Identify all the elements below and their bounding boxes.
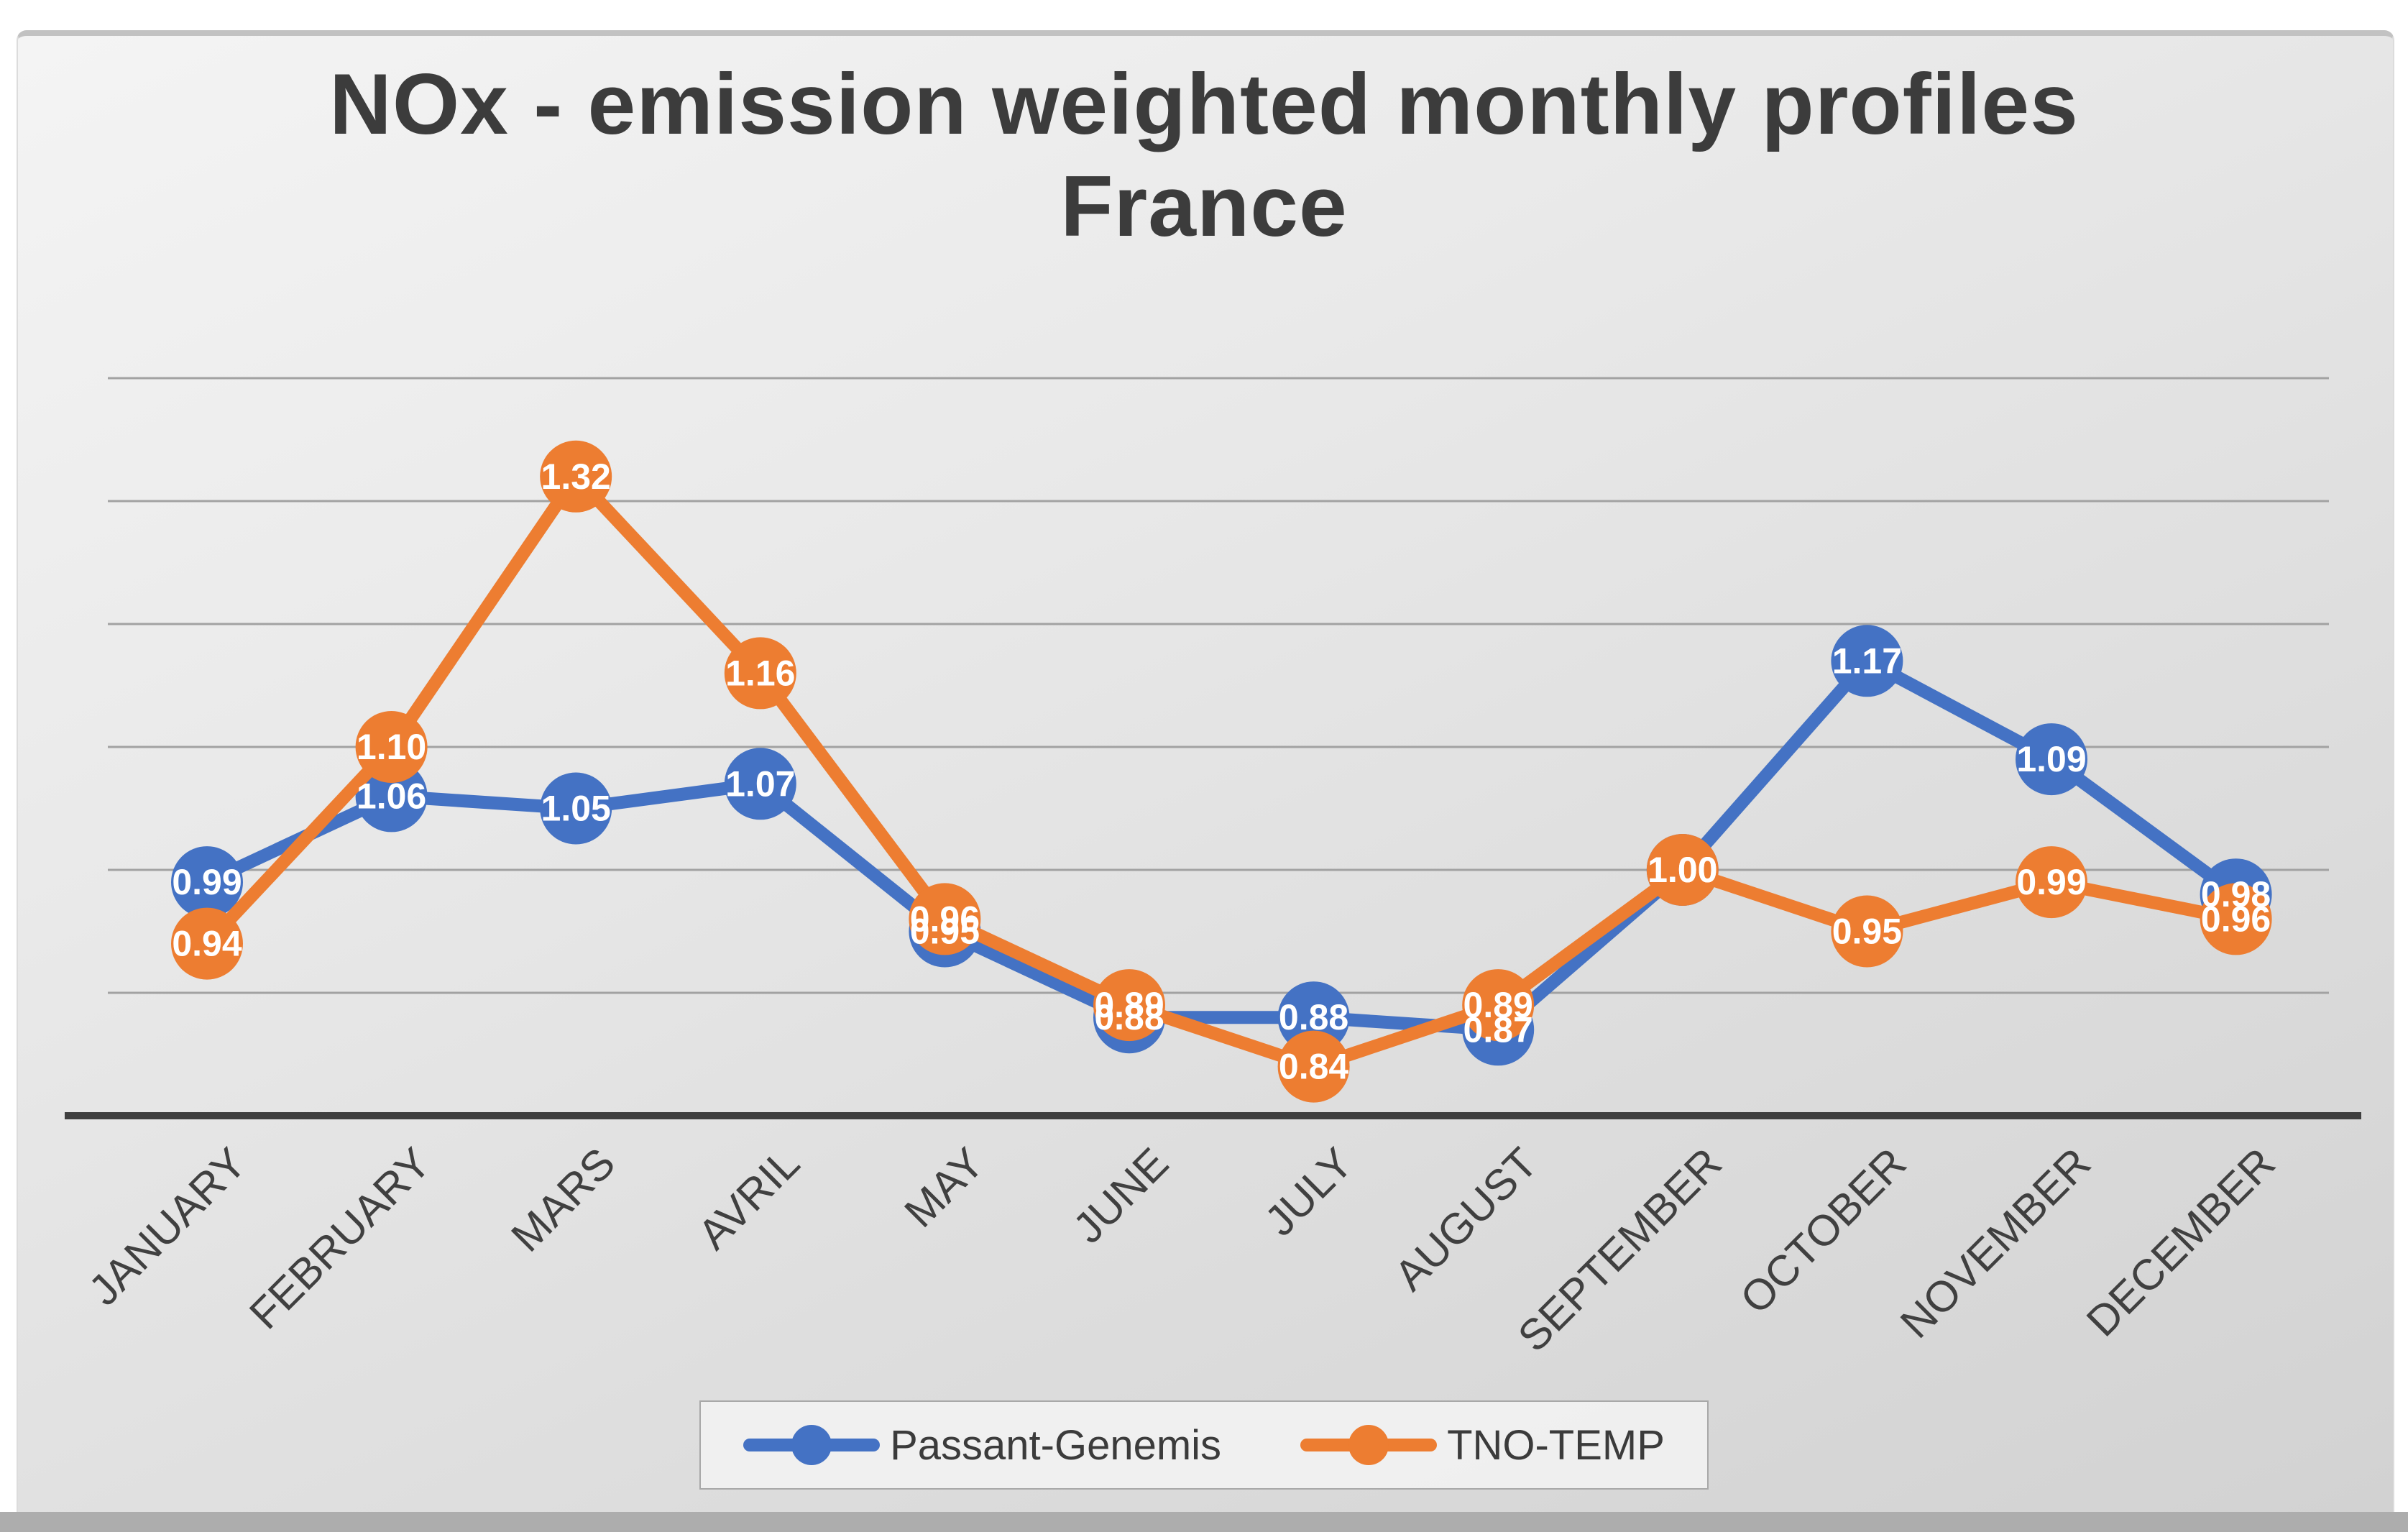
x-axis-label: JANUARY bbox=[80, 1139, 256, 1315]
x-axis-label: AUGUST bbox=[1385, 1139, 1546, 1300]
legend-label-passant-genemis: Passant-Genemis bbox=[890, 1421, 1222, 1469]
data-point-marker-tno-temp bbox=[1093, 969, 1165, 1042]
data-point-label-passant-genemis: 1.17 bbox=[1832, 641, 1902, 681]
x-axis-label: JUNE bbox=[1064, 1139, 1177, 1252]
data-point-marker-tno-temp bbox=[2200, 883, 2272, 955]
data-point-label-tno-temp: 0.99 bbox=[2016, 862, 2086, 902]
data-point-label-tno-temp: 1.16 bbox=[725, 653, 795, 693]
data-point-label-passant-genemis: 0.95 bbox=[910, 912, 980, 952]
legend-label-tno-temp: TNO-TEMP bbox=[1447, 1421, 1665, 1469]
x-axis-label: NOVEMBER bbox=[1891, 1139, 2100, 1347]
x-axis-label: MARS bbox=[502, 1139, 624, 1261]
legend-marker-icon bbox=[743, 1425, 881, 1465]
data-point-label-passant-genemis: 0.99 bbox=[172, 862, 242, 902]
data-point-label-passant-genemis: 0.98 bbox=[2201, 874, 2271, 914]
x-axis-label: MAY bbox=[895, 1139, 993, 1237]
data-point-label-tno-temp: 0.84 bbox=[1279, 1047, 1349, 1087]
chart-title-block: NOx - emission weighted monthly profiles… bbox=[0, 54, 2408, 257]
x-axis-label: OCTOBER bbox=[1731, 1139, 1915, 1323]
legend-marker-icon bbox=[1300, 1425, 1438, 1465]
series-line-tno-temp bbox=[202, 469, 2238, 1073]
data-point-label-tno-temp: 0.96 bbox=[2201, 899, 2271, 939]
data-point-label-passant-genemis: 0.87 bbox=[1463, 1009, 1533, 1050]
data-point-label-tno-temp: 0.94 bbox=[172, 924, 242, 964]
x-axis-label: JULY bbox=[1256, 1139, 1362, 1245]
data-point-marker-tno-temp bbox=[1277, 1030, 1350, 1103]
data-point-marker-passant-genemis bbox=[1277, 981, 1350, 1054]
data-point-marker-tno-temp bbox=[1831, 895, 1903, 968]
chart-title: NOx - emission weighted monthly profiles bbox=[329, 56, 2079, 152]
data-point-label-tno-temp: 0.89 bbox=[1463, 985, 1533, 1025]
data-point-label-passant-genemis: 0.88 bbox=[1094, 997, 1164, 1037]
chart-subtitle: France bbox=[1060, 157, 1348, 254]
data-point-label-tno-temp: 0.96 bbox=[910, 899, 980, 939]
x-axis-label: AVRIL bbox=[689, 1139, 809, 1259]
data-point-marker-tno-temp bbox=[2016, 846, 2087, 919]
chart-legend: Passant-Genemis TNO-TEMP bbox=[699, 1400, 1709, 1490]
slide-bottom-edge bbox=[0, 1512, 2408, 1532]
series-line-passant-genemis bbox=[204, 654, 2240, 1037]
data-point-label-passant-genemis: 1.07 bbox=[725, 763, 795, 804]
data-point-label-passant-genemis: 1.06 bbox=[357, 776, 426, 816]
data-point-marker-tno-temp bbox=[171, 907, 243, 980]
data-point-label-tno-temp: 0.95 bbox=[1832, 912, 1902, 952]
data-point-marker-passant-genemis bbox=[1831, 625, 1903, 697]
data-point-marker-passant-genemis bbox=[2016, 723, 2087, 796]
data-point-marker-tno-temp bbox=[540, 440, 612, 513]
data-point-label-tno-temp: 0.89 bbox=[1094, 985, 1164, 1025]
data-point-marker-passant-genemis bbox=[540, 772, 612, 845]
data-point-marker-tno-temp bbox=[724, 637, 796, 710]
data-point-label-passant-genemis: 1.05 bbox=[541, 789, 611, 829]
data-point-marker-tno-temp bbox=[1462, 969, 1535, 1042]
data-point-marker-tno-temp bbox=[909, 883, 981, 955]
x-axis-label: FEBRUARY bbox=[240, 1139, 440, 1339]
data-point-marker-passant-genemis bbox=[724, 748, 796, 820]
data-point-marker-tno-temp bbox=[355, 711, 428, 783]
data-point-label-passant-genemis: 1.09 bbox=[2016, 739, 2086, 779]
data-point-label-tno-temp: 1.00 bbox=[1648, 850, 1717, 890]
data-point-label-tno-temp: 1.10 bbox=[357, 727, 426, 767]
data-point-marker-tno-temp bbox=[1646, 834, 1719, 906]
x-axis-label: DECEMBER bbox=[2077, 1139, 2284, 1346]
data-point-label-passant-genemis: 1.00 bbox=[1648, 850, 1717, 890]
data-point-marker-passant-genemis bbox=[355, 760, 428, 832]
data-point-label-passant-genemis: 0.88 bbox=[1279, 997, 1348, 1037]
legend-item-passant-genemis: Passant-Genemis bbox=[743, 1421, 1221, 1469]
data-point-marker-passant-genemis bbox=[171, 846, 243, 919]
legend-item-tno-temp: TNO-TEMP bbox=[1300, 1421, 1665, 1469]
data-point-label-tno-temp: 1.32 bbox=[541, 457, 611, 497]
